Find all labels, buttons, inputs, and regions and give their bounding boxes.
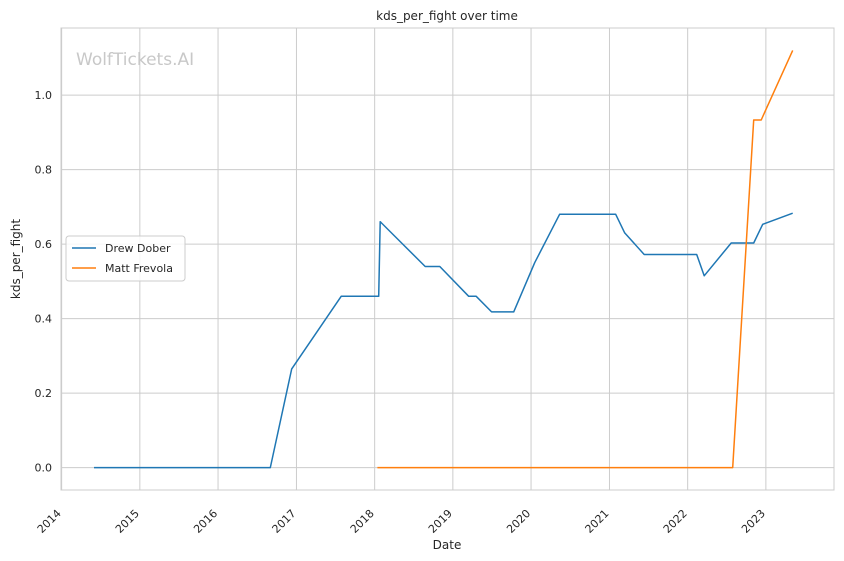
- series-line-1: [94, 212, 793, 469]
- y-axis-title: kds_per_fight: [9, 219, 23, 300]
- x-tick-label: 2014: [35, 507, 64, 536]
- x-axis-title: Date: [433, 538, 462, 552]
- series-line-2: [377, 50, 794, 469]
- y-tick-label: 0.6: [35, 238, 53, 251]
- x-tick-label: 2021: [583, 507, 612, 536]
- series-layer: [94, 50, 794, 469]
- x-tick-label: 2020: [504, 507, 533, 536]
- legend-label-series-1: Drew Dober: [105, 242, 171, 255]
- watermark: WolfTickets.AI: [76, 50, 194, 70]
- x-tick-label: 2023: [739, 507, 768, 536]
- y-axis: 0.0 0.2 0.4 0.6 0.8 1.0: [35, 89, 53, 475]
- x-axis: 2014 2015 2016 2017 2018 2019 2020 2021 2022 2023: [35, 507, 768, 536]
- x-tick-label: 2019: [426, 507, 455, 536]
- y-tick-label: 0.2: [35, 387, 53, 400]
- y-tick-label: 0.0: [35, 462, 53, 475]
- x-tick-label: 2022: [661, 507, 690, 536]
- y-tick-label: 0.8: [35, 164, 53, 177]
- x-tick-label: 2015: [113, 507, 142, 536]
- y-tick-label: 0.4: [35, 313, 53, 326]
- legend-label-series-2: Matt Frevola: [105, 262, 173, 275]
- legend: Drew Dober Matt Frevola: [65, 235, 186, 282]
- plot-area: [60, 27, 835, 491]
- y-tick-label: 1.0: [35, 89, 53, 102]
- x-tick-label: 2016: [191, 507, 220, 536]
- chart-title: kds_per_fight over time: [376, 9, 518, 23]
- x-tick-label: 2018: [348, 507, 377, 536]
- x-tick-label: 2017: [270, 507, 299, 536]
